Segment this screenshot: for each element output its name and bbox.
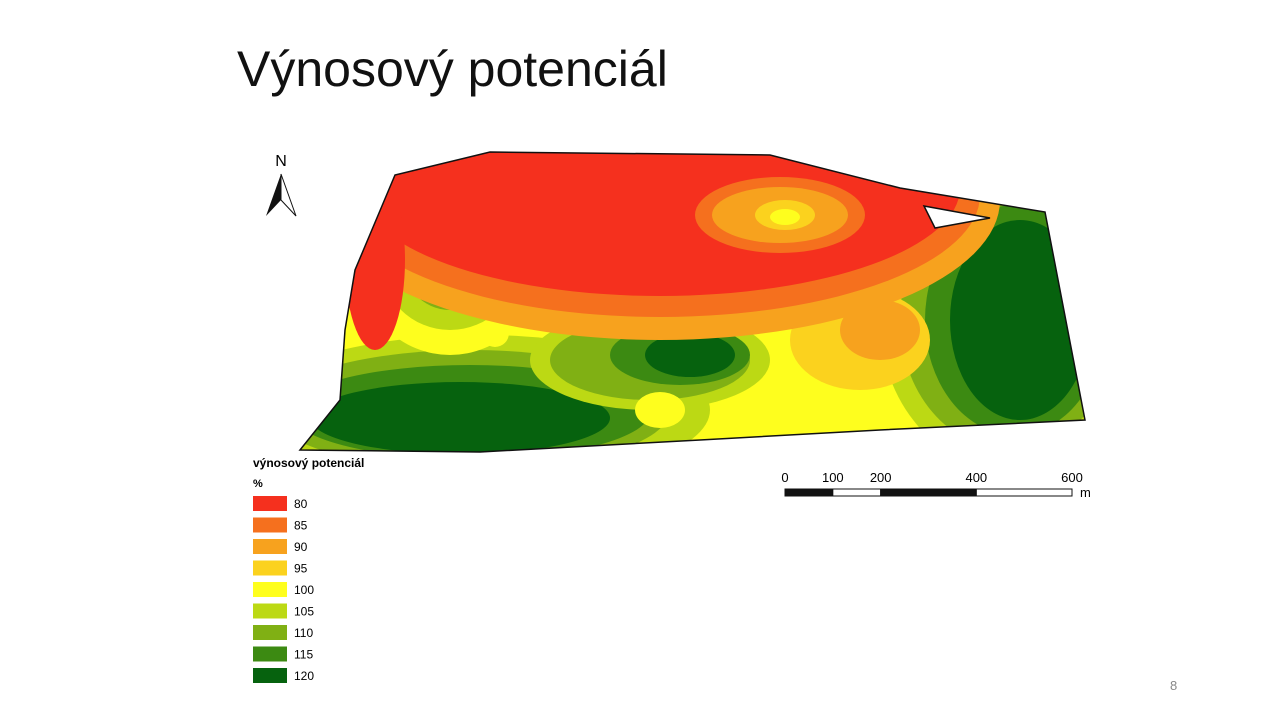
legend-label: 100 [294,583,314,597]
scale-segment [880,488,977,497]
legend-label: 95 [294,562,308,576]
north-arrow [280,173,297,217]
zone [360,152,960,296]
legend-label: 110 [294,626,313,640]
zone [481,319,509,347]
scale-segment [784,488,834,497]
scale-label: 0 [781,470,788,485]
scale-segment [832,488,882,497]
zone [950,220,1085,420]
legend-swatch [253,582,287,597]
zone [635,392,685,428]
legend-label: 90 [294,540,308,554]
scale-segment [975,488,1073,497]
legend-label: 105 [294,605,314,619]
zone [770,209,800,225]
legend-label: 80 [294,497,308,511]
legend-label: 85 [294,519,308,533]
zone [345,170,405,350]
scale-label: 200 [870,470,892,485]
legend-unit: % [253,478,263,490]
legend-swatch [253,517,287,533]
legend-swatch [253,603,287,619]
legend-swatch [253,496,287,511]
yield-zones [300,152,1085,452]
legend-label: 115 [294,648,313,662]
legend-swatch [253,625,287,640]
zone [840,300,920,360]
field-outline [298,151,1086,453]
page-number: 8 [1170,678,1178,693]
zone [310,382,610,452]
scale-label: 400 [965,470,987,485]
zone [645,333,735,377]
legend-label: 120 [294,669,314,683]
legend-swatch [253,668,287,683]
field-hole [922,204,991,229]
north-arrow [266,174,281,216]
legend-swatch [253,646,287,662]
legend-swatch [253,539,287,554]
scale-label: 100 [822,470,844,485]
legend-swatch [253,560,287,576]
scale-unit: m [1080,485,1091,500]
legend: 80 85 90 95 100 105 110 115 120 [253,496,314,683]
scale-label: 600 [1061,470,1083,485]
north-label: N [275,153,287,170]
slide-title: Výnosový potenciál [237,41,668,97]
legend-title: výnosový potenciál [253,456,364,470]
